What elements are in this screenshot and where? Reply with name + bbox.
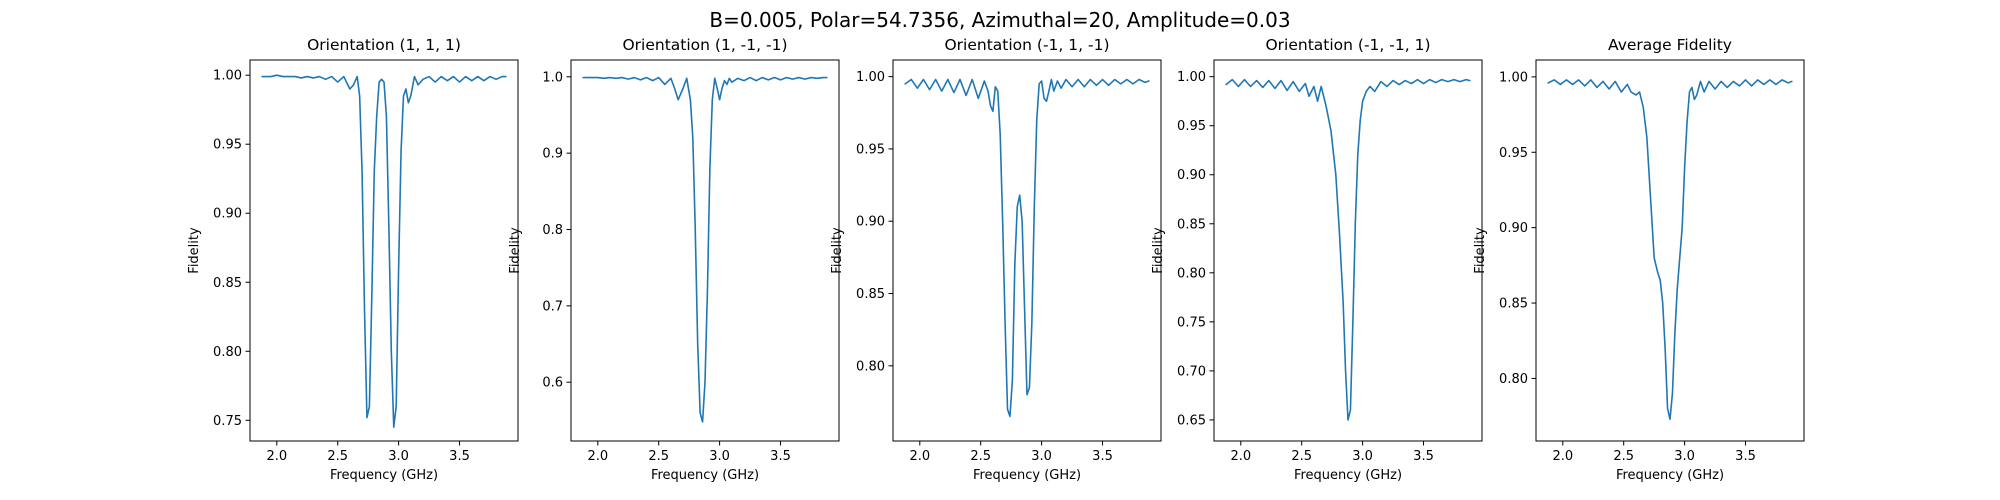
y-tick-label: 0.80 <box>1177 266 1206 281</box>
y-axis-label: Fidelity <box>830 227 845 274</box>
y-axis-label: Fidelity <box>1151 227 1166 274</box>
subplot-title: Orientation (1, -1, -1) <box>622 36 787 54</box>
y-tick-label: 0.7 <box>542 299 563 314</box>
y-tick-label: 1.0 <box>542 70 563 85</box>
subplot-3: Orientation (-1, 1, -1) 2.0 2.5 3.0 3.5 0.80 0… <box>830 36 1162 483</box>
series-line <box>904 78 1150 418</box>
y-tick-label: 0.80 <box>856 359 885 374</box>
y-tick-label: 0.95 <box>1499 146 1528 161</box>
series-line <box>1547 79 1793 420</box>
y-tick-label: 0.85 <box>856 287 885 302</box>
x-tick-label: 2.5 <box>1613 449 1634 464</box>
x-tick-label: 2.0 <box>1552 449 1573 464</box>
x-tick-label: 3.0 <box>1674 449 1695 464</box>
x-tick-label: 3.0 <box>388 449 409 464</box>
y-tick-label: 0.80 <box>1499 372 1528 387</box>
subplot-2: Orientation (1, -1, -1) 2.0 2.5 3.0 3.5 0.6 0.… <box>508 36 840 483</box>
subplot-1: Orientation (1, 1, 1) 2.0 2.5 3.0 3.5 0.75 0.8… <box>187 36 519 483</box>
x-tick-label: 3.0 <box>1352 449 1373 464</box>
axes-frame <box>570 59 840 442</box>
x-tick-label: 2.0 <box>266 449 287 464</box>
subplot-title: Average Fidelity <box>1608 36 1732 54</box>
subplots: Orientation (1, 1, 1) 2.0 2.5 3.0 3.5 0.75 0.8… <box>187 36 1805 483</box>
axes-frame <box>892 59 1162 442</box>
x-tick-label: 3.5 <box>1413 449 1434 464</box>
x-tick-label: 2.5 <box>327 449 348 464</box>
x-tick-label: 3.5 <box>1735 449 1756 464</box>
x-tick-label: 2.5 <box>970 449 991 464</box>
y-tick-label: 0.85 <box>1177 217 1206 232</box>
subplot-4: Orientation (-1, -1, 1) 2.0 2.5 3.0 3.5 0.65 0… <box>1151 36 1483 483</box>
x-tick-label: 3.5 <box>770 449 791 464</box>
series-line <box>582 76 828 423</box>
x-axis-label: Frequency (GHz) <box>1294 468 1402 483</box>
y-tick-label: 0.75 <box>213 414 242 429</box>
y-axis-label: Fidelity <box>187 227 202 274</box>
y-tick-label: 0.90 <box>856 215 885 230</box>
x-tick-label: 3.5 <box>1092 449 1113 464</box>
x-axis-label: Frequency (GHz) <box>1616 468 1724 483</box>
subplot-title: Orientation (-1, -1, 1) <box>1265 36 1430 54</box>
y-axis-label: Fidelity <box>1473 227 1488 274</box>
x-tick-label: 2.5 <box>1291 449 1312 464</box>
x-tick-label: 3.0 <box>709 449 730 464</box>
axes-frame <box>1535 59 1805 442</box>
y-tick-label: 0.90 <box>1177 168 1206 183</box>
x-axis-label: Frequency (GHz) <box>651 468 759 483</box>
y-tick-label: 0.85 <box>1499 297 1528 312</box>
y-tick-label: 0.95 <box>856 142 885 157</box>
x-axis-label: Frequency (GHz) <box>973 468 1081 483</box>
y-tick-label: 0.65 <box>1177 413 1206 428</box>
y-tick-label: 0.70 <box>1177 364 1206 379</box>
subplot-title: Orientation (1, 1, 1) <box>307 36 461 54</box>
x-tick-label: 2.0 <box>587 449 608 464</box>
y-tick-label: 0.95 <box>1177 119 1206 134</box>
y-tick-label: 0.9 <box>542 147 563 162</box>
x-tick-label: 2.5 <box>648 449 669 464</box>
x-tick-label: 2.0 <box>909 449 930 464</box>
subplot-5: Average Fidelity 2.0 2.5 3.0 3.5 0.80 0.85 0.90… <box>1473 36 1805 483</box>
y-tick-label: 1.00 <box>1177 70 1206 85</box>
x-tick-label: 2.0 <box>1230 449 1251 464</box>
series-line <box>261 74 507 428</box>
axes-frame <box>249 59 519 442</box>
y-tick-label: 0.80 <box>213 345 242 360</box>
axes-frame <box>1213 59 1483 442</box>
figure-suptitle: B=0.005, Polar=54.7356, Azimuthal=20, Am… <box>709 8 1290 32</box>
x-tick-label: 3.5 <box>449 449 470 464</box>
x-tick-label: 3.0 <box>1031 449 1052 464</box>
x-axis-label: Frequency (GHz) <box>330 468 438 483</box>
y-tick-label: 1.00 <box>213 69 242 84</box>
y-tick-label: 0.90 <box>213 207 242 222</box>
y-tick-label: 0.85 <box>213 276 242 291</box>
y-axis-label: Fidelity <box>508 227 523 274</box>
y-tick-label: 0.75 <box>1177 315 1206 330</box>
y-tick-label: 1.00 <box>1499 70 1528 85</box>
y-tick-label: 0.90 <box>1499 221 1528 236</box>
subplot-title: Orientation (-1, 1, -1) <box>944 36 1109 54</box>
y-tick-label: 0.8 <box>542 223 563 238</box>
y-tick-label: 1.00 <box>856 70 885 85</box>
y-tick-label: 0.6 <box>542 376 563 391</box>
series-line <box>1225 78 1471 421</box>
y-tick-label: 0.95 <box>213 138 242 153</box>
